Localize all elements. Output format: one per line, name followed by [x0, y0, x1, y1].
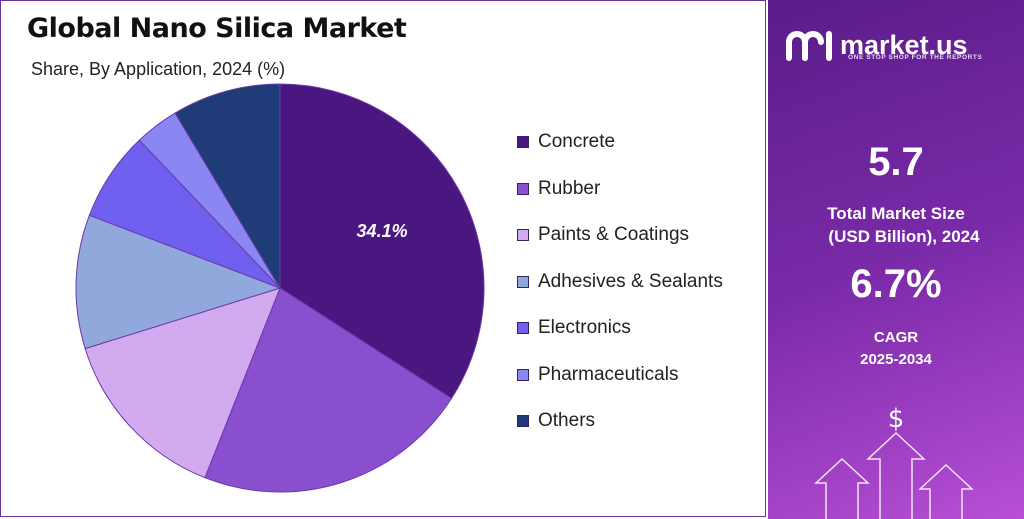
pie-slice-others	[174, 83, 281, 290]
market-size-label-line2: (USD Billion), 2024	[828, 227, 980, 246]
legend-swatch	[517, 275, 529, 288]
brand-name: market.us	[840, 29, 968, 60]
growth-arrows-icon: $	[814, 404, 974, 519]
stats-panel: market.us ONE STOP SHOP FOR THE REPORTS …	[768, 0, 1024, 519]
cagr-period: 2025-2034	[860, 351, 932, 368]
chart-subtitle: Share, By Application, 2024 (%)	[31, 59, 286, 79]
cagr-value: 6.7%	[850, 262, 942, 306]
market-size-value: 5.7	[868, 140, 924, 184]
pie-chart: 34.1%	[75, 83, 485, 493]
cagr-label: CAGR	[873, 329, 919, 346]
chart-legend: Concrete Rubber Paints & Coatings Adhesives…	[517, 131, 723, 457]
legend-item-rubber: Rubber	[517, 178, 723, 200]
legend-swatch	[517, 182, 529, 195]
data-label-concrete: 34.1%	[357, 221, 408, 241]
legend-label: Adhesives & Sealants	[538, 270, 723, 292]
legend-label: Paints & Coatings	[538, 224, 690, 245]
legend-label: Rubber	[538, 177, 601, 199]
pie-slice-adhesives-and-sealants	[75, 214, 282, 350]
legend-item-concrete: Concrete	[517, 131, 723, 153]
dollar-icon: $	[888, 404, 905, 434]
legend-swatch	[517, 322, 529, 334]
legend-item-electronics: Electronics	[517, 317, 723, 339]
legend-label: Electronics	[538, 317, 631, 338]
legend-item-adhesives-and-sealants: Adhesives & Sealants	[517, 271, 723, 293]
legend-label: Others	[538, 410, 596, 431]
legend-item-paints-and-coatings: Paints & Coatings	[517, 224, 723, 246]
chart-panel: Global Nano Silica Market Share, By Appl…	[0, 0, 766, 517]
legend-swatch	[517, 415, 529, 427]
market-us-logo-icon	[786, 31, 832, 61]
pie-slice-concrete	[279, 83, 485, 400]
brand: market.us	[784, 28, 968, 62]
pie-slice-paints-and-coatings	[84, 287, 281, 479]
chart-title: Global Nano Silica Market	[27, 13, 407, 44]
legend-swatch	[517, 229, 529, 241]
pie-slice-rubber	[204, 287, 453, 493]
market-size-label-line1: Total Market Size	[827, 204, 965, 223]
legend-item-others: Others	[517, 410, 723, 432]
legend-label: Concrete	[538, 131, 616, 152]
legend-item-pharmaceuticals: Pharmaceuticals	[517, 364, 723, 386]
legend-label: Pharmaceuticals	[538, 363, 679, 385]
legend-swatch	[517, 368, 529, 381]
legend-swatch	[517, 136, 529, 148]
brand-tagline: ONE STOP SHOP FOR THE REPORTS	[848, 54, 983, 61]
